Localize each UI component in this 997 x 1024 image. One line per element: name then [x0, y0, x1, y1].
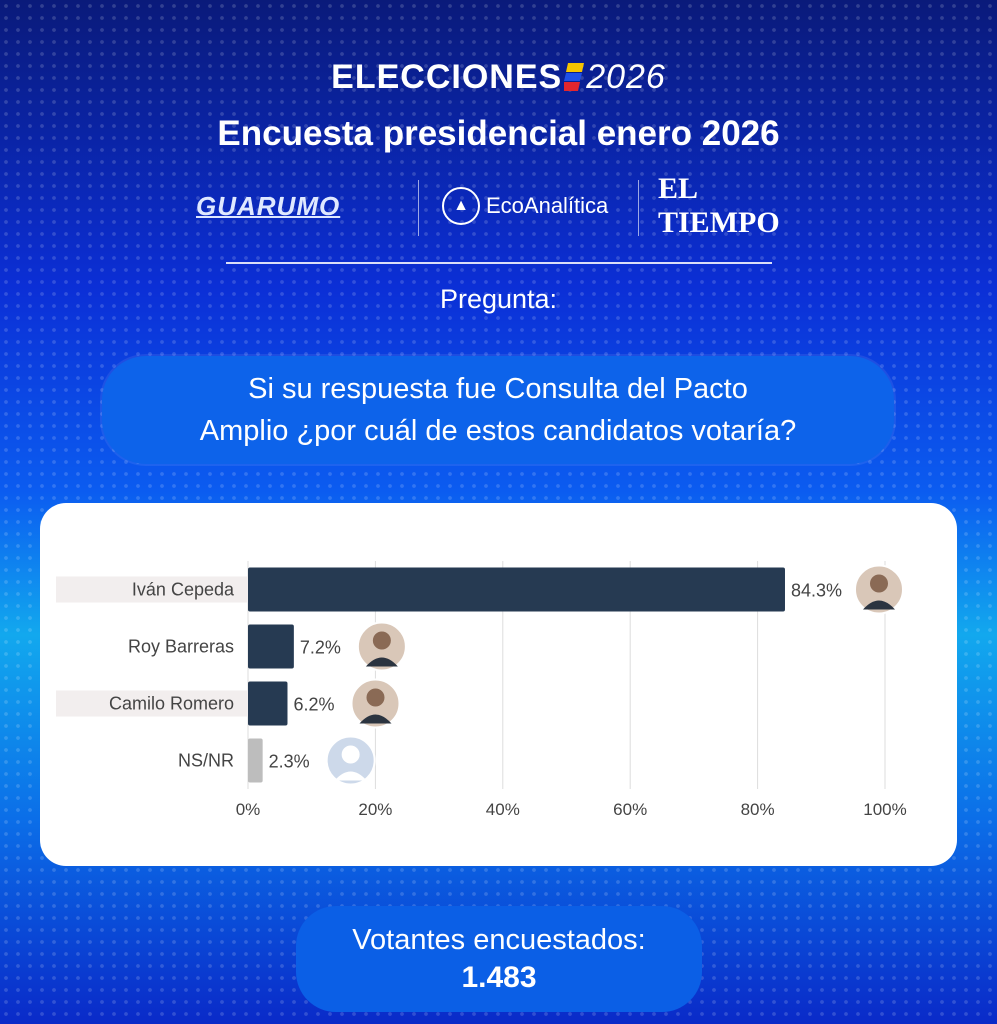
colombia-flag-icon	[564, 63, 585, 91]
value-label: 2.3%	[269, 752, 310, 772]
x-tick-label: 20%	[358, 800, 392, 819]
avatar-head-icon	[366, 688, 385, 707]
ecoanalitica-logo: ▲ EcoAnalítica	[442, 176, 622, 236]
ecoanalitica-name: EcoAnalítica	[486, 193, 609, 218]
question-line-1: Si su respuesta fue Consulta del Pacto	[248, 373, 748, 405]
question-label: Pregunta:	[439, 284, 558, 314]
voters-label: Votantes encuestados:	[352, 923, 646, 956]
category-label-band	[56, 690, 248, 717]
logo-divider	[638, 180, 639, 236]
page-title: Encuesta presidencial enero 2026	[217, 114, 780, 153]
avatar-shoulders-icon	[334, 771, 367, 781]
bar	[248, 624, 294, 669]
brand-year: 2026	[586, 58, 666, 96]
question-line-2: Amplio ¿por cuál de estos candidatos vot…	[199, 415, 797, 447]
brand-word: ELECCIONES	[331, 58, 563, 96]
x-tick-label: 80%	[741, 800, 775, 819]
value-label: 7.2%	[300, 638, 341, 658]
avatar-shoulders-icon	[359, 714, 392, 724]
guarumo-logo: GUARUMO	[196, 190, 341, 221]
avatar-head-icon	[372, 631, 391, 650]
avatar-head-icon	[869, 574, 888, 593]
x-tick-label: 100%	[863, 800, 906, 819]
x-tick-label: 60%	[613, 800, 647, 819]
x-tick-label: 40%	[486, 800, 520, 819]
chart-card: 0% 20% 40% 60% 80% 100% Iván Cepeda 84.3% Roy Ba…	[40, 503, 957, 866]
avatar-shoulders-icon	[365, 657, 398, 667]
sponsor-logos: GUARUMO ▲ EcoAnalítica EL TIEMPO	[190, 172, 810, 239]
question-box: Si su respuesta fue Consulta del Pacto A…	[102, 356, 894, 464]
avatar-shoulders-icon	[862, 600, 895, 610]
value-label: 6.2%	[293, 695, 334, 715]
ecoanalitica-emblem-icon: ▲	[442, 187, 480, 225]
avatar-head-icon	[341, 745, 360, 764]
bar	[248, 567, 785, 612]
logo-divider	[418, 180, 419, 236]
bar	[248, 738, 263, 783]
bar-chart: 0% 20% 40% 60% 80% 100% Iván Cepeda 84.3% Roy Ba…	[56, 561, 907, 819]
bar	[248, 681, 288, 726]
x-tick-label: 0%	[236, 800, 261, 819]
voters-count: 1.483	[461, 960, 537, 994]
elecciones-brand: ELECCIONES 2026	[0, 58, 997, 97]
category-label: NS/NR	[178, 751, 234, 771]
voters-box: Votantes encuestados: 1.483	[296, 906, 702, 1012]
category-label: Iván Cepeda	[132, 580, 235, 600]
category-label-band	[56, 576, 248, 603]
header-divider	[226, 262, 772, 264]
value-label: 84.3%	[791, 581, 842, 601]
category-label: Roy Barreras	[128, 637, 234, 657]
category-label: Camilo Romero	[109, 694, 234, 714]
eltiempo-logo: EL TIEMPO	[658, 172, 780, 239]
